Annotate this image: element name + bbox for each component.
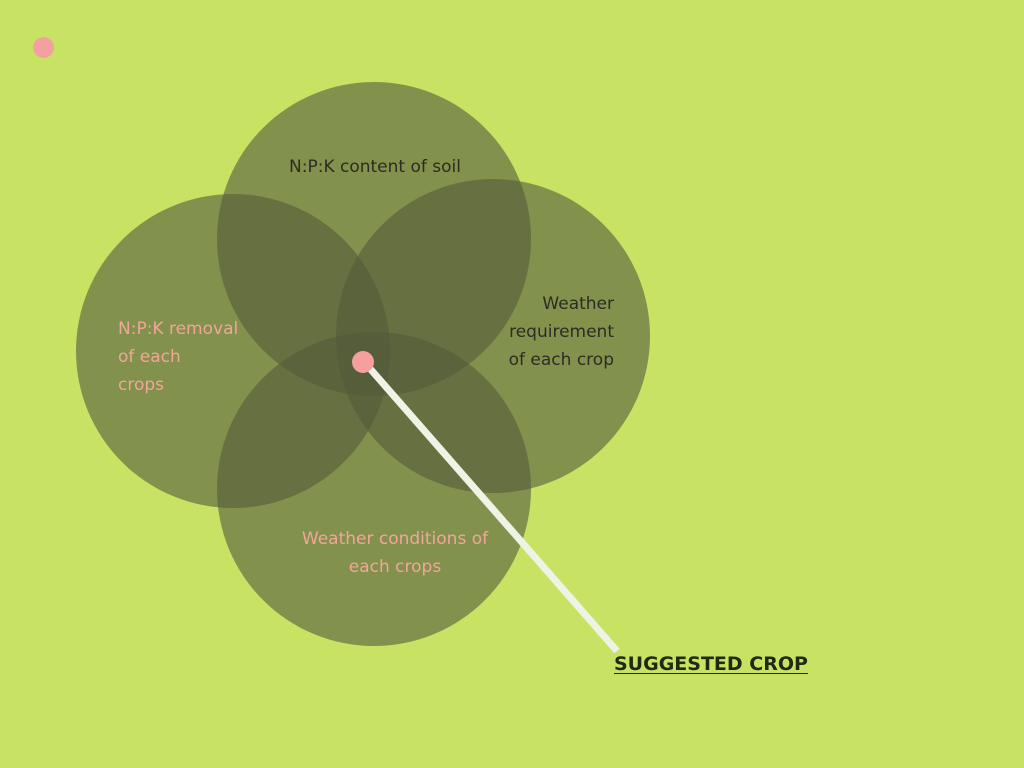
label-weather-conditions-line: each crops (348, 557, 442, 577)
label-npk-removal-line: of each (118, 347, 181, 367)
decorative-dot (33, 37, 54, 58)
suggested-crop-label: SUGGESTED CROP (614, 653, 808, 675)
label-weather-requirement-line: of each crop (508, 350, 614, 370)
label-npk-removal-line: crops (118, 375, 165, 395)
label-npk-removal-line: N:P:K removal (118, 319, 239, 339)
intersection-dot (352, 351, 374, 373)
circle-bottom (217, 332, 531, 646)
label-weather-conditions-line: Weather conditions of (301, 529, 489, 549)
label-weather-requirement: Weather requirement of each crop (492, 290, 614, 374)
label-weather-requirement-line: requirement (509, 322, 614, 342)
label-npk-removal: N:P:K removal of each crops (118, 315, 248, 399)
pointer-line (363, 361, 620, 654)
label-npk-content-of-soil: N:P:K content of soil (275, 153, 475, 181)
label-weather-requirement-line: Weather (542, 294, 614, 314)
label-npk-content-of-soil-text: N:P:K content of soil (289, 157, 461, 177)
label-weather-conditions: Weather conditions of each crops (290, 525, 500, 581)
